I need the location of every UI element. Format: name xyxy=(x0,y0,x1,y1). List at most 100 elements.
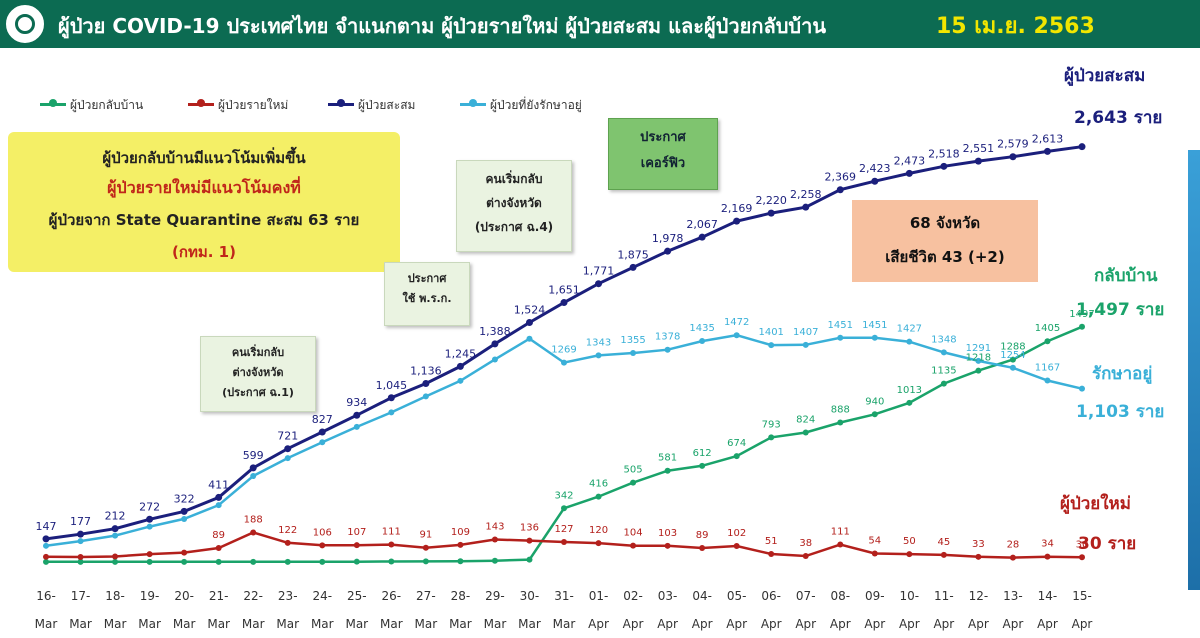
data-label-cumulative: 2,613 xyxy=(1032,132,1064,145)
data-label-treating: 1378 xyxy=(655,332,680,343)
note-line-2: ผู้ป่วยรายใหม่มีแนวโน้มคงที่ xyxy=(107,178,301,197)
x-tick-label: Apr xyxy=(726,617,747,631)
callout-emergency-decree: ประกาศ ใช้ พ.ร.ก. xyxy=(384,262,470,326)
data-point-treating xyxy=(1079,385,1085,392)
data-label-new: 89 xyxy=(696,530,709,541)
data-point-new xyxy=(284,539,291,546)
x-tick-label: Mar xyxy=(518,617,541,631)
x-tick-label: 13- xyxy=(1003,589,1023,603)
x-tick-label: 09- xyxy=(865,589,885,603)
data-label-treating: 1343 xyxy=(586,337,611,348)
data-point-new xyxy=(561,539,567,546)
callout-line: ใช้ พ.ร.ก. xyxy=(402,292,452,305)
data-point-new xyxy=(699,545,706,552)
cumulative-title: ผู้ป่วยสะสม xyxy=(1064,66,1146,86)
data-point-new xyxy=(733,542,740,549)
x-tick-label: 01- xyxy=(589,589,609,603)
data-point-treating xyxy=(77,538,84,545)
data-point-cumulative xyxy=(387,394,395,402)
data-label-treating: 1254 xyxy=(1000,350,1025,361)
data-point-treating xyxy=(871,334,878,341)
data-label-new: 51 xyxy=(765,536,778,547)
callout-line: (ประกาศ ฉ.4) xyxy=(474,220,554,234)
x-tick-label: 18- xyxy=(105,589,125,603)
data-label-cumulative: 2,579 xyxy=(997,138,1029,151)
data-label-new: 120 xyxy=(589,525,608,536)
data-label-cumulative: 147 xyxy=(36,520,57,533)
data-point-new xyxy=(1009,554,1016,561)
data-point-cumulative xyxy=(595,280,603,288)
data-label-new: 122 xyxy=(278,525,297,536)
x-tick-label: Mar xyxy=(173,617,196,631)
legend-label: ผู้ป่วยที่ยังรักษาอยู่ xyxy=(490,98,582,112)
data-label-cumulative: 599 xyxy=(243,449,264,462)
data-point-treating xyxy=(906,338,913,345)
new-value: 30 ราย xyxy=(1078,534,1137,554)
data-point-treating xyxy=(112,532,119,539)
data-label-treating: 1348 xyxy=(931,334,956,345)
data-point-new xyxy=(595,540,602,547)
data-point-treating xyxy=(940,349,947,356)
data-label-new: 136 xyxy=(520,523,539,534)
data-point-cumulative xyxy=(249,464,257,472)
data-point-treating xyxy=(595,352,602,359)
x-tick-label: 02- xyxy=(623,589,643,603)
data-point-recovered xyxy=(733,453,740,460)
callout-line: คนเริ่มกลับ xyxy=(485,172,543,186)
data-label-new: 111 xyxy=(382,527,401,538)
data-point-recovered xyxy=(595,493,602,500)
x-tick-label: 25- xyxy=(347,589,367,603)
x-tick-label: 12- xyxy=(969,589,989,603)
data-point-new xyxy=(802,553,809,560)
data-label-cumulative: 1,875 xyxy=(617,248,649,261)
data-point-treating xyxy=(422,393,429,400)
data-point-treating xyxy=(526,335,533,342)
x-tick-label: 06- xyxy=(761,589,781,603)
x-tick-label: Apr xyxy=(1072,617,1093,631)
data-point-cumulative xyxy=(491,340,499,348)
data-point-treating xyxy=(43,542,49,549)
data-point-recovered xyxy=(802,429,809,436)
data-point-cumulative xyxy=(1078,143,1086,151)
data-point-new xyxy=(112,553,119,560)
data-point-cumulative xyxy=(802,203,810,211)
data-point-treating xyxy=(388,409,395,416)
title-bar: ผู้ป่วย COVID-19 ประเทศไทย จำแนกตาม ผู้ป… xyxy=(0,0,1200,48)
x-tick-label: Apr xyxy=(830,617,851,631)
data-label-treating: 1451 xyxy=(862,320,887,331)
data-point-new xyxy=(43,553,49,560)
data-point-treating xyxy=(664,346,671,353)
recovered-value: 1,497 ราย xyxy=(1076,300,1165,320)
data-point-recovered xyxy=(250,558,257,565)
data-label-new: 45 xyxy=(937,537,950,548)
x-tick-label: 11- xyxy=(934,589,954,603)
x-tick-label: 22- xyxy=(243,589,263,603)
data-point-recovered xyxy=(526,556,533,563)
x-tick-label: Apr xyxy=(795,617,816,631)
data-label-cumulative: 721 xyxy=(277,430,298,443)
data-label-treating: 1167 xyxy=(1035,363,1060,374)
data-label-new: 33 xyxy=(972,539,985,550)
data-label-recovered: 674 xyxy=(727,438,746,449)
legend-label: ผู้ป่วยกลับบ้าน xyxy=(70,98,144,112)
data-point-recovered xyxy=(284,558,291,565)
x-tick-label: Apr xyxy=(692,617,713,631)
data-label-treating: 1407 xyxy=(793,327,818,338)
data-point-recovered xyxy=(699,462,706,469)
callout-line: (ประกาศ ฉ.1) xyxy=(222,386,294,399)
data-point-recovered xyxy=(491,557,498,564)
x-tick-label: 23- xyxy=(278,589,298,603)
x-tick-label: Mar xyxy=(484,617,507,631)
data-point-new xyxy=(1079,554,1085,561)
data-label-cumulative: 827 xyxy=(312,413,333,426)
data-label-cumulative: 2,369 xyxy=(825,171,857,184)
data-label-new: 54 xyxy=(868,536,881,547)
data-label-new: 89 xyxy=(212,530,225,541)
data-label-new: 104 xyxy=(624,528,643,539)
data-label-cumulative: 1,045 xyxy=(376,379,408,392)
data-point-recovered xyxy=(1044,338,1051,345)
x-tick-label: 04- xyxy=(692,589,712,603)
data-point-recovered xyxy=(837,419,844,426)
callout-line: คนเริ่มกลับ xyxy=(231,346,285,359)
x-tick-label: Apr xyxy=(623,617,644,631)
